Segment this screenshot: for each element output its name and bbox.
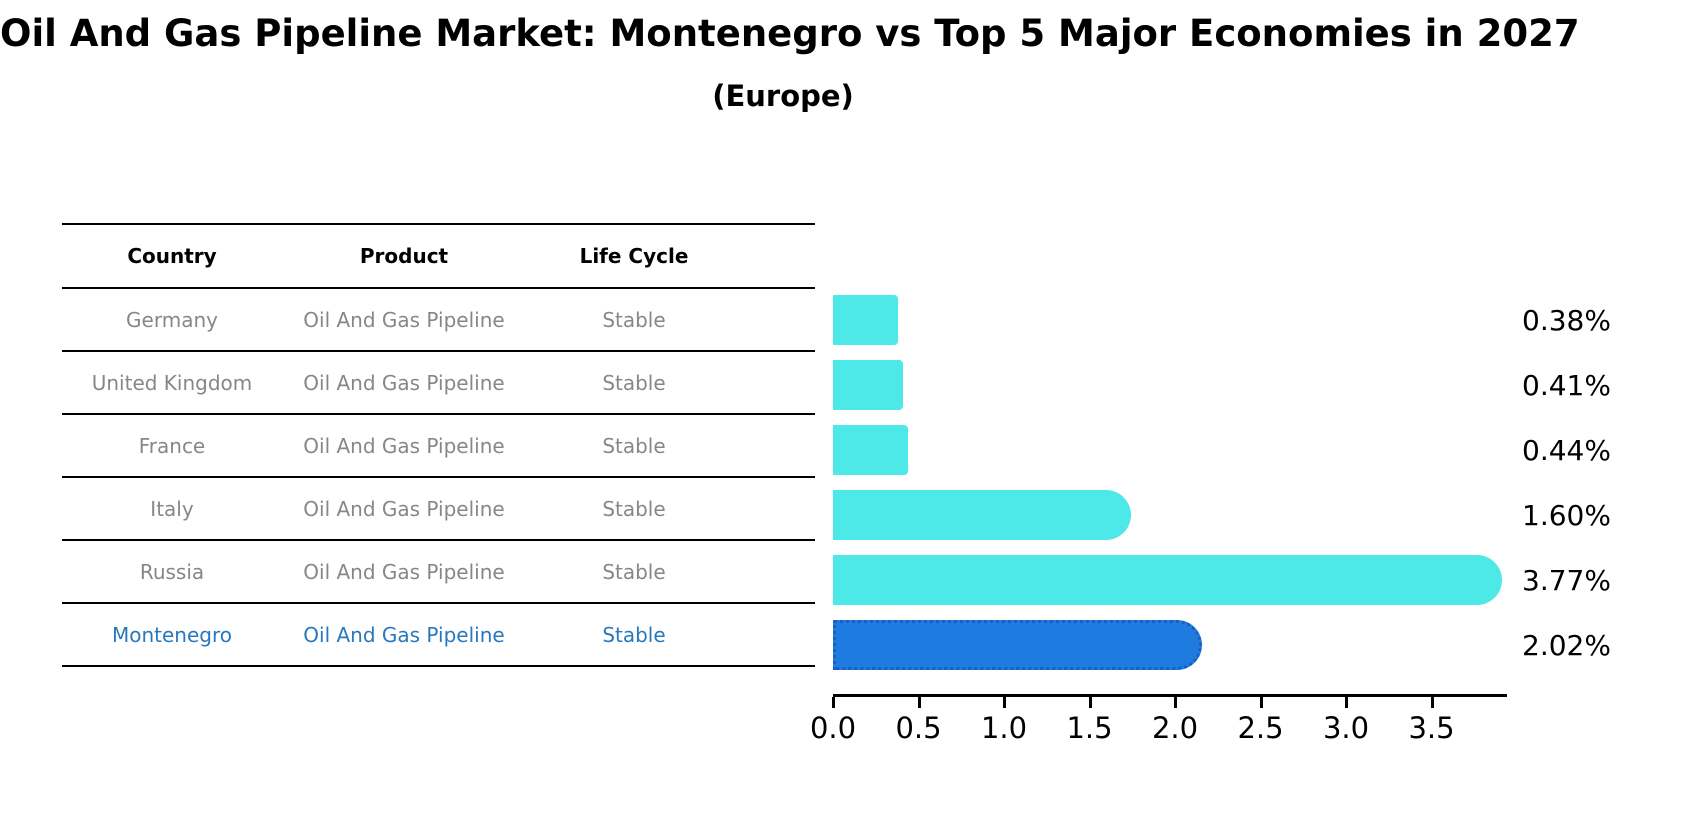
table-row: United Kingdom Oil And Gas Pipeline Stab… (62, 352, 815, 415)
bar-france (833, 425, 909, 475)
cell-life-cycle: Stable (602, 433, 666, 458)
tick-label: 0.5 (895, 711, 942, 745)
bar-value-label: 0.41% (1522, 369, 1611, 402)
bar-value-label: 2.02% (1522, 629, 1611, 662)
x-axis: 0.0 0.5 1.0 1.5 2.0 2.5 3.0 3.5 (810, 694, 1507, 764)
column-header-life-cycle: Life Cycle (579, 244, 689, 268)
bar-row: 3.77% (833, 548, 1697, 613)
table-row: Russia Oil And Gas Pipeline Stable (62, 541, 815, 604)
column-header-country: Country (127, 244, 217, 268)
column-header-product: Product (359, 244, 449, 268)
bar-montenegro-highlighted (833, 620, 1203, 670)
tick-mark (1088, 697, 1092, 708)
bar-value-label: 0.38% (1522, 304, 1611, 337)
bar-value-label: 1.60% (1522, 499, 1611, 532)
cell-life-cycle: Stable (602, 496, 666, 521)
cell-life-cycle: Stable (602, 370, 666, 395)
cell-life-cycle: Stable (602, 622, 666, 647)
chart-subtitle: (Europe) (712, 79, 854, 113)
cell-product: Oil And Gas Pipeline (303, 496, 505, 521)
tick-mark (1259, 697, 1263, 708)
tick-mark (917, 697, 921, 708)
table-row: France Oil And Gas Pipeline Stable (62, 415, 815, 478)
bar-value-label: 3.77% (1522, 564, 1611, 597)
bar-united-kingdom (833, 360, 904, 410)
tick-label: 1.5 (1066, 711, 1113, 745)
cell-product: Oil And Gas Pipeline (303, 307, 505, 332)
cell-life-cycle: Stable (602, 559, 666, 584)
cell-country: Germany (126, 307, 218, 332)
bar-italy (833, 490, 1131, 540)
tick-mark (1003, 697, 1006, 708)
bar-row: 0.44% (833, 418, 1697, 483)
table-header-row: Country Product Life Cycle (62, 225, 815, 289)
table-row-montenegro-highlighted: Montenegro Oil And Gas Pipeline Stable (62, 604, 815, 667)
tick-label: 2.0 (1151, 711, 1199, 745)
tick-label: 0.0 (809, 711, 857, 745)
x-axis-line (833, 694, 1507, 697)
bar-germany (833, 295, 898, 345)
bar-row: 0.41% (833, 353, 1697, 418)
cell-country: United Kingdom (91, 370, 253, 395)
cell-country: France (138, 433, 206, 458)
cell-country: Montenegro (111, 622, 232, 647)
tick-mark (832, 697, 835, 708)
comparison-table: Country Product Life Cycle Germany Oil A… (62, 223, 815, 667)
table-row: Italy Oil And Gas Pipeline Stable (62, 478, 815, 541)
bar-russia (833, 555, 1502, 605)
tick-label: 2.5 (1237, 711, 1284, 745)
cell-product: Oil And Gas Pipeline (303, 433, 505, 458)
tick-mark (1345, 697, 1348, 708)
tick-mark (1174, 697, 1177, 708)
cell-product: Oil And Gas Pipeline (303, 559, 505, 584)
cell-country: Russia (139, 559, 205, 584)
bar-row: 0.38% (833, 288, 1697, 353)
chart-title: Oil And Gas Pipeline Market: Montenegro … (0, 12, 1580, 55)
tick-label: 1.0 (980, 711, 1028, 745)
cell-life-cycle: Stable (602, 307, 666, 332)
bar-chart: 0.38% 0.41% 0.44% 1.60% 3.77% 2.02% (833, 288, 1697, 678)
tick-mark (1430, 697, 1434, 708)
cell-country: Italy (150, 496, 194, 521)
cell-product: Oil And Gas Pipeline (303, 370, 505, 395)
table-row: Germany Oil And Gas Pipeline Stable (62, 289, 815, 352)
bar-value-label: 0.44% (1522, 434, 1611, 467)
bar-row: 2.02% (833, 613, 1697, 678)
cell-product: Oil And Gas Pipeline (303, 622, 505, 647)
tick-label: 3.5 (1408, 711, 1455, 745)
bar-row: 1.60% (833, 483, 1697, 548)
tick-label: 3.0 (1322, 711, 1370, 745)
